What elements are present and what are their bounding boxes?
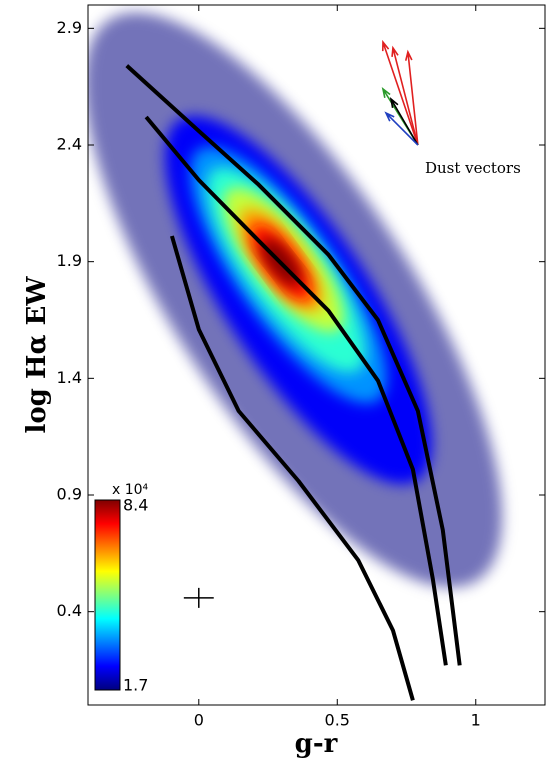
dust-vector-label: Dust vectors (425, 159, 521, 177)
y-axis-label: log Hα EW (22, 276, 52, 434)
colorbar-tick-label: 8.4 (123, 496, 148, 515)
plot-frame (87, 4, 546, 706)
dust-vector (381, 39, 419, 146)
x-axis-label: g-r (295, 729, 338, 759)
y-tick-label: 1.9 (57, 251, 82, 270)
y-tick-label: 0.4 (57, 601, 82, 620)
dust-vector (384, 111, 419, 146)
x-tick-label: 0 (194, 711, 204, 730)
dust-vector (389, 97, 419, 146)
dust-vector (391, 45, 419, 146)
curve (170, 235, 415, 701)
y-tick-label: 2.4 (57, 135, 82, 154)
y-tick-label: 1.4 (57, 368, 82, 387)
error-bar (183, 587, 214, 608)
x-tick-label: 1 (471, 711, 481, 730)
plot-area (88, 12, 503, 701)
curve (144, 115, 448, 666)
curve (125, 64, 462, 666)
colorbar-multiplier: x 10⁴ (112, 482, 149, 498)
y-tick-label: 0.9 (57, 485, 82, 504)
colorbar-tick-label: 1.7 (123, 676, 148, 695)
x-tick-label: 0.5 (325, 711, 350, 730)
dust-vector (404, 49, 419, 146)
y-tick-label: 2.9 (57, 18, 82, 37)
colorbar (94, 499, 121, 691)
